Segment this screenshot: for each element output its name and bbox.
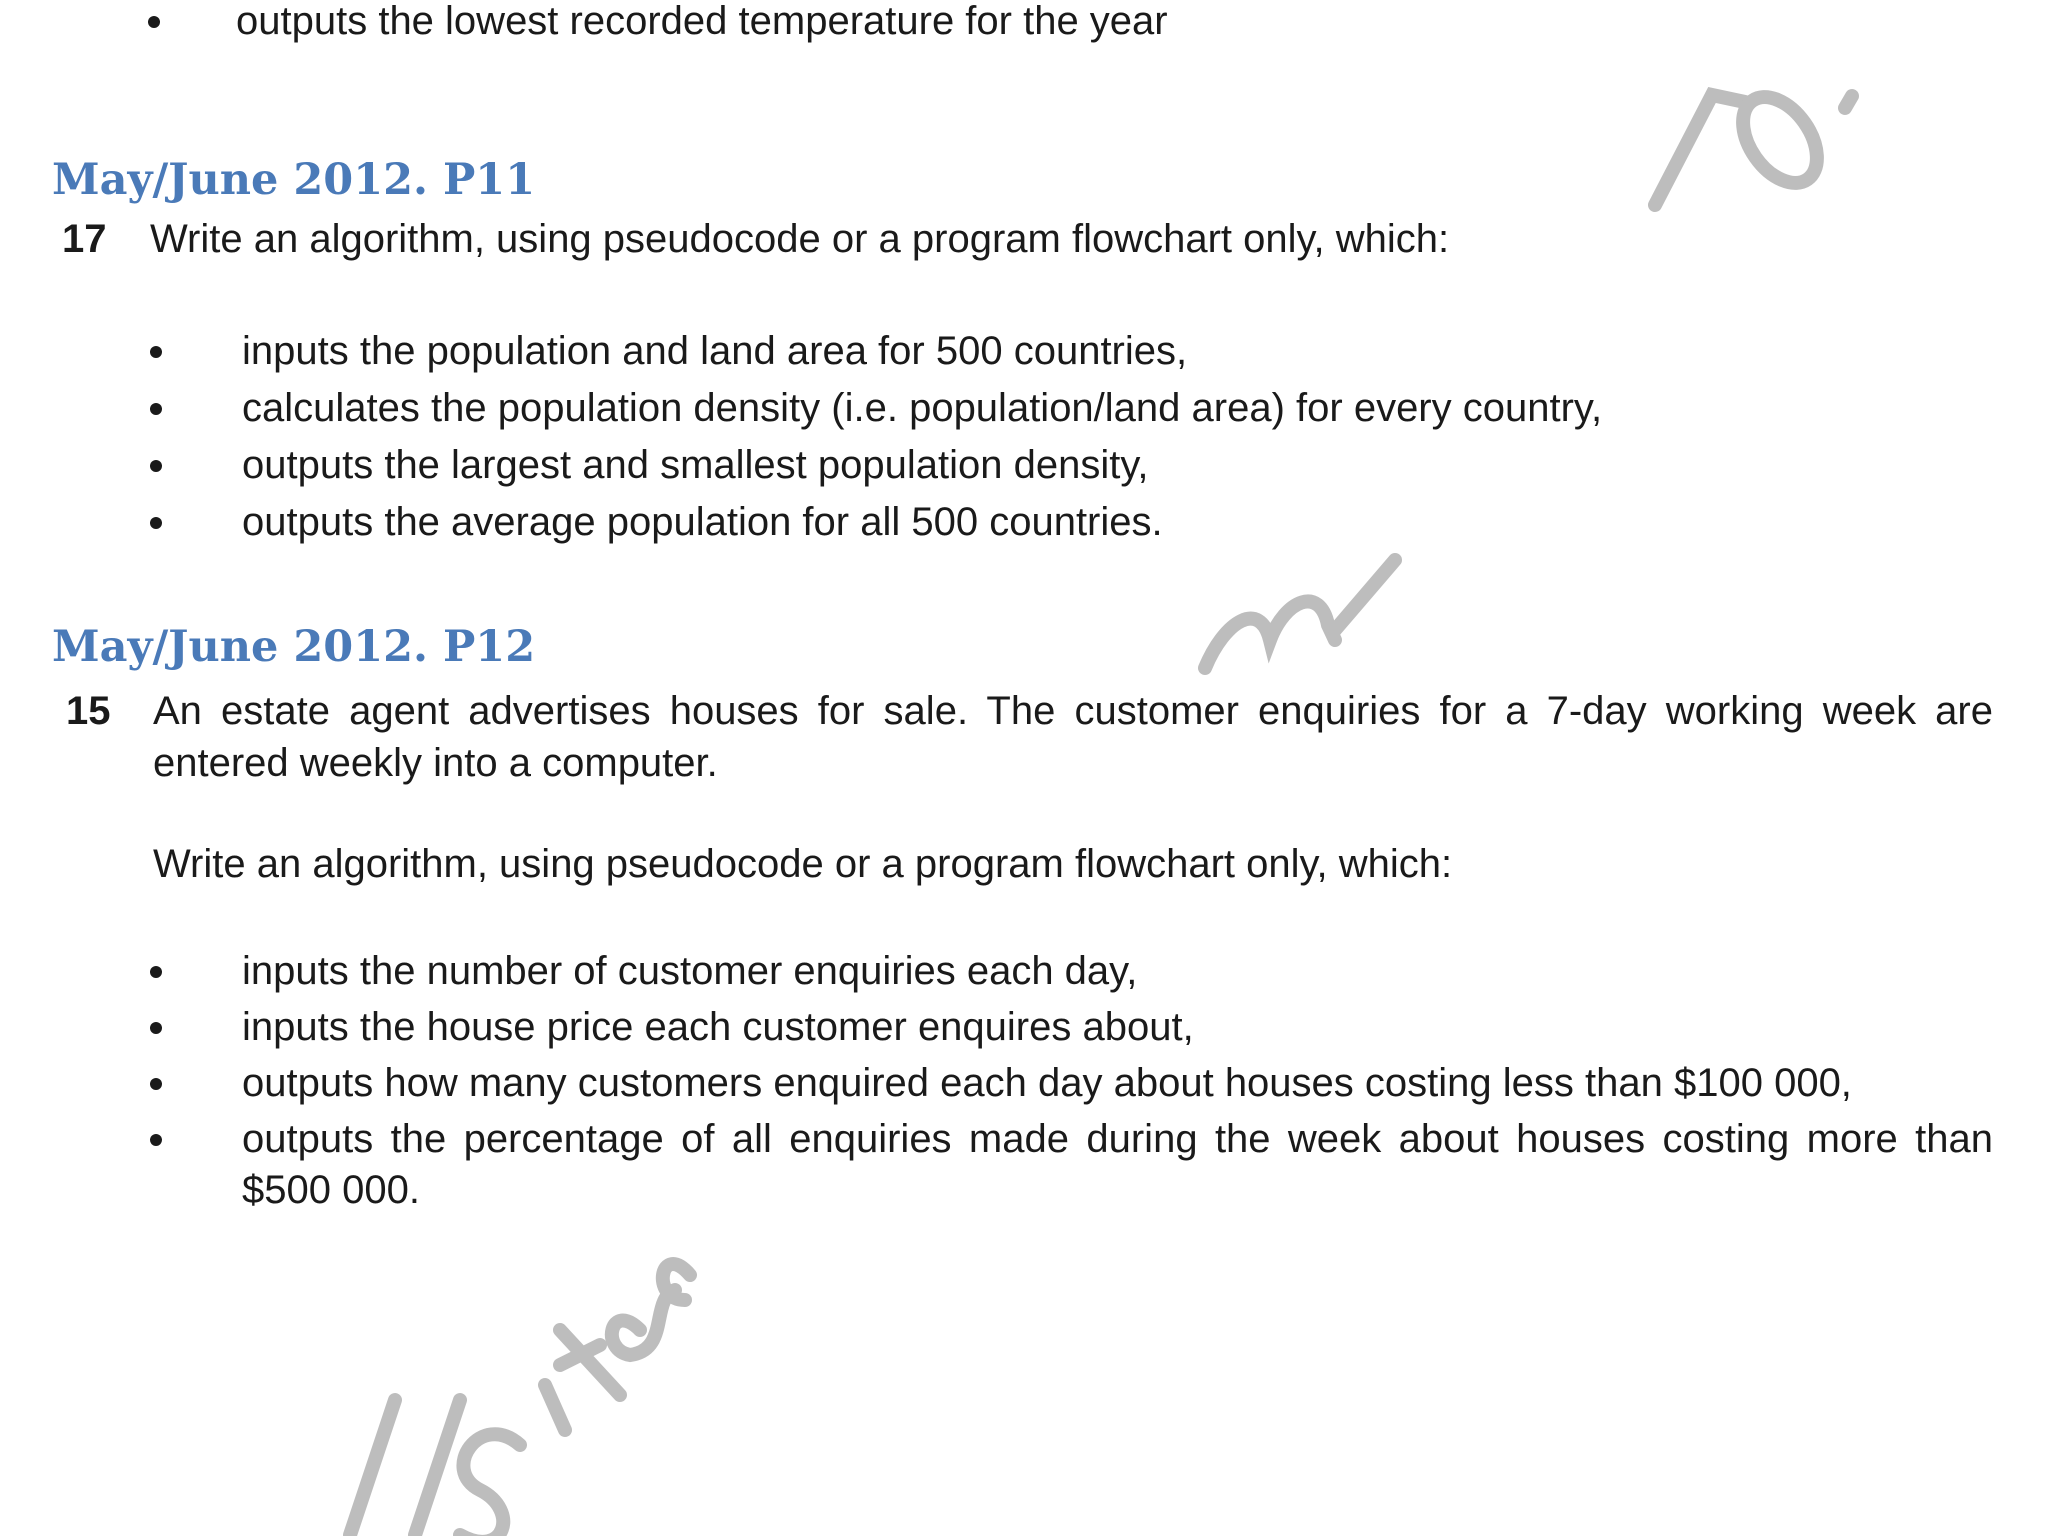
section-heading-p11: May/June 2012. P11 xyxy=(52,155,536,205)
section-heading-p12: May/June 2012. P12 xyxy=(52,622,536,672)
bullet-text: outputs the lowest recorded temperature … xyxy=(236,0,1168,43)
question-intro: Write an algorithm, using pseudocode or … xyxy=(150,217,1450,261)
question-15: 15 An estate agent advertises houses for… xyxy=(62,685,1993,795)
bullet-item: inputs the population and land area for … xyxy=(0,326,1993,377)
bullet-item: inputs the number of customer enquiries … xyxy=(0,946,1993,997)
bullet-dot xyxy=(150,403,162,415)
bullet-dot xyxy=(150,517,162,529)
bullet-item: outputs how many customers enquired each… xyxy=(0,1058,1993,1109)
question-intro: An estate agent advertises houses for sa… xyxy=(153,689,1993,785)
bullet-item: outputs the largest and smallest populat… xyxy=(0,440,1993,491)
bullet-item: outputs the percentage of all enquiries … xyxy=(0,1114,1993,1216)
bullet-dot xyxy=(148,16,160,28)
bullet-dot xyxy=(150,1022,162,1034)
question-17-bullets: inputs the population and land area for … xyxy=(0,326,1993,548)
bullet-dot xyxy=(150,1078,162,1090)
top-bullet-list: outputs the lowest recorded temperature … xyxy=(0,0,1993,47)
bullet-dot xyxy=(150,460,162,472)
bullet-dot xyxy=(150,346,162,358)
bullet-item: outputs the average population for all 5… xyxy=(0,497,1993,548)
bullet-item: inputs the house price each customer enq… xyxy=(0,1002,1993,1053)
question-intro-2: Write an algorithm, using pseudocode or … xyxy=(153,842,1453,886)
question-number: 17 xyxy=(62,217,107,261)
bullet-item: outputs the lowest recorded temperature … xyxy=(0,0,1993,47)
bullet-item: calculates the population density (i.e. … xyxy=(0,383,1993,434)
bullet-dot xyxy=(150,1134,162,1146)
question-15-bullets: inputs the number of customer enquiries … xyxy=(0,946,1993,1216)
bullet-dot xyxy=(150,966,162,978)
question-number: 15 xyxy=(66,689,111,733)
